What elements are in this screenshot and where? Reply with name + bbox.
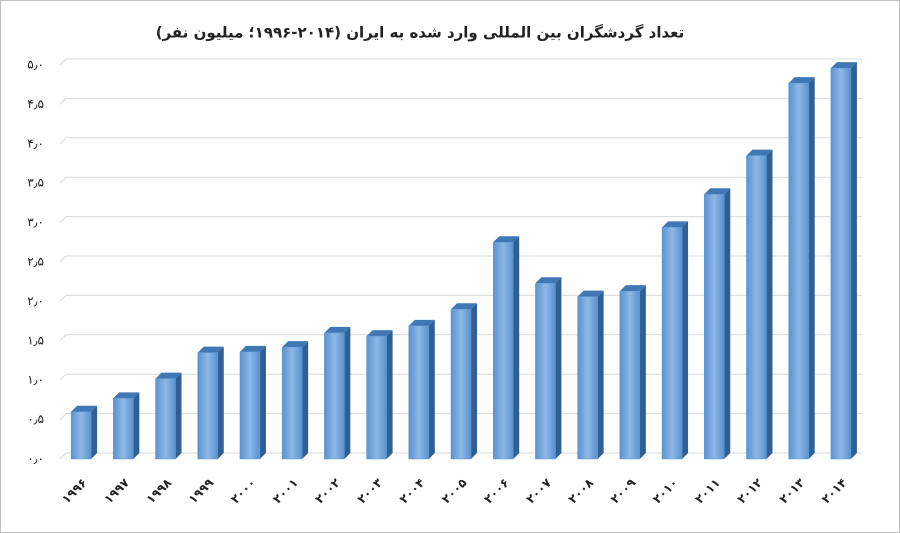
bar bbox=[281, 346, 303, 460]
bar-side bbox=[639, 285, 646, 459]
bar bbox=[113, 398, 134, 460]
bar-top bbox=[408, 319, 435, 326]
bar bbox=[619, 290, 641, 460]
y-tick-label: ۴٫۵ bbox=[27, 97, 44, 111]
bar-top bbox=[451, 303, 477, 310]
grid-line bbox=[59, 58, 862, 66]
bar-side bbox=[217, 346, 224, 459]
bar bbox=[788, 82, 809, 460]
bar-side bbox=[682, 221, 689, 459]
bar-top bbox=[704, 188, 731, 195]
y-tick-label: ۳٫۰ bbox=[27, 215, 44, 229]
bar-side bbox=[91, 405, 98, 459]
y-tick-label: ۱٫۰ bbox=[27, 373, 44, 387]
bar-side bbox=[133, 392, 140, 459]
bar-top bbox=[282, 341, 309, 348]
bar-top bbox=[619, 285, 646, 292]
bar-side bbox=[428, 319, 435, 459]
bar-top bbox=[830, 62, 857, 69]
bar bbox=[661, 227, 683, 460]
y-tick-label: ۴٫۰ bbox=[27, 136, 44, 150]
chart-title: تعداد گردشگران بین المللی وارد شده به ای… bbox=[156, 24, 685, 42]
y-tick-label: ۵٫۰ bbox=[27, 58, 44, 72]
bar bbox=[408, 325, 430, 460]
bar-side bbox=[808, 77, 815, 460]
bar-side bbox=[471, 303, 477, 459]
grid-line bbox=[59, 137, 862, 145]
bar-side bbox=[175, 372, 182, 459]
bar bbox=[324, 332, 345, 460]
y-tick-label: ۱٫۵ bbox=[27, 333, 44, 347]
bar-top bbox=[113, 392, 140, 399]
bar bbox=[197, 352, 218, 460]
grid-line bbox=[59, 176, 862, 184]
bar bbox=[704, 193, 725, 460]
bar-side bbox=[724, 188, 731, 459]
bar bbox=[366, 335, 387, 460]
bar bbox=[239, 351, 261, 460]
bar bbox=[155, 378, 176, 460]
bar bbox=[492, 242, 514, 460]
y-tick-label: ۳٫۵ bbox=[27, 176, 44, 190]
grid-line bbox=[59, 255, 862, 263]
bar-side bbox=[766, 149, 773, 459]
grid-line bbox=[59, 216, 862, 223]
bar-top bbox=[366, 330, 393, 337]
bar-top bbox=[155, 372, 182, 379]
bar-top bbox=[324, 326, 351, 333]
y-tick-label: ۲٫۰ bbox=[27, 294, 44, 308]
bar-top bbox=[535, 277, 562, 284]
bar bbox=[746, 155, 767, 460]
bar-top bbox=[746, 149, 773, 156]
bar-top bbox=[71, 405, 98, 412]
bar-side bbox=[513, 236, 520, 459]
bar-top bbox=[239, 345, 266, 352]
bar-top bbox=[493, 236, 520, 243]
y-tick-label: ۰٫۰ bbox=[27, 452, 44, 466]
y-tick-label: ۰٫۵ bbox=[27, 412, 44, 426]
bar-top bbox=[577, 290, 604, 297]
bar bbox=[535, 283, 556, 460]
bar-top bbox=[662, 221, 689, 228]
bar-top bbox=[788, 77, 815, 84]
bar bbox=[70, 411, 92, 460]
grid-line bbox=[59, 97, 862, 105]
bar-side bbox=[386, 330, 393, 459]
bar bbox=[450, 309, 472, 460]
bar-side bbox=[555, 277, 562, 459]
bar-side bbox=[344, 326, 351, 459]
bar bbox=[577, 296, 598, 460]
bar-side bbox=[259, 345, 266, 459]
bar-side bbox=[302, 341, 309, 459]
y-tick-label: ۲٫۵ bbox=[27, 255, 44, 269]
bar bbox=[830, 67, 852, 460]
bar-side bbox=[597, 290, 604, 459]
bar-top bbox=[197, 346, 224, 353]
bar-side bbox=[850, 62, 857, 459]
